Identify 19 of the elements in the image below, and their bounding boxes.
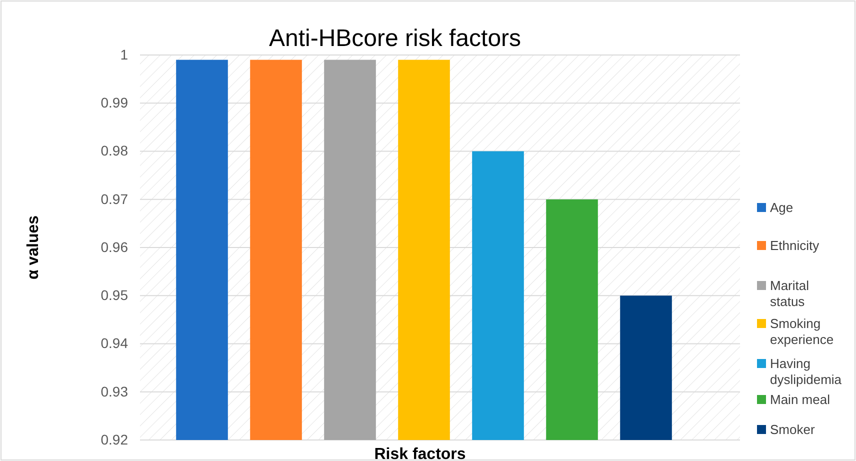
- y-tick-label: 0.94: [100, 335, 128, 352]
- y-tick-label: 0.99: [100, 94, 128, 111]
- legend-label: Main meal: [770, 392, 830, 407]
- legend-label: Smoking experience: [770, 316, 834, 347]
- y-tick-label: 0.93: [100, 383, 128, 400]
- y-tick-label: 0.92: [100, 431, 128, 448]
- legend-label: Having dyslipidemia: [770, 356, 842, 387]
- legend-label: Age: [770, 200, 794, 215]
- y-axis-title: α values: [25, 215, 42, 280]
- legend-label: Ethnicity: [770, 238, 820, 253]
- y-tick-label: 0.98: [100, 142, 128, 159]
- y-tick-label: 0.95: [100, 287, 128, 304]
- legend-label: Smoker: [770, 422, 816, 437]
- y-tick-label: 0.96: [100, 238, 128, 255]
- y-tick-label: 1: [120, 46, 128, 62]
- chart-title: Anti-HBcore risk factors: [268, 25, 522, 52]
- x-axis-title: Risk factors: [374, 446, 466, 461]
- y-tick-label: 0.97: [100, 190, 128, 207]
- legend-label: Marital status: [770, 278, 810, 309]
